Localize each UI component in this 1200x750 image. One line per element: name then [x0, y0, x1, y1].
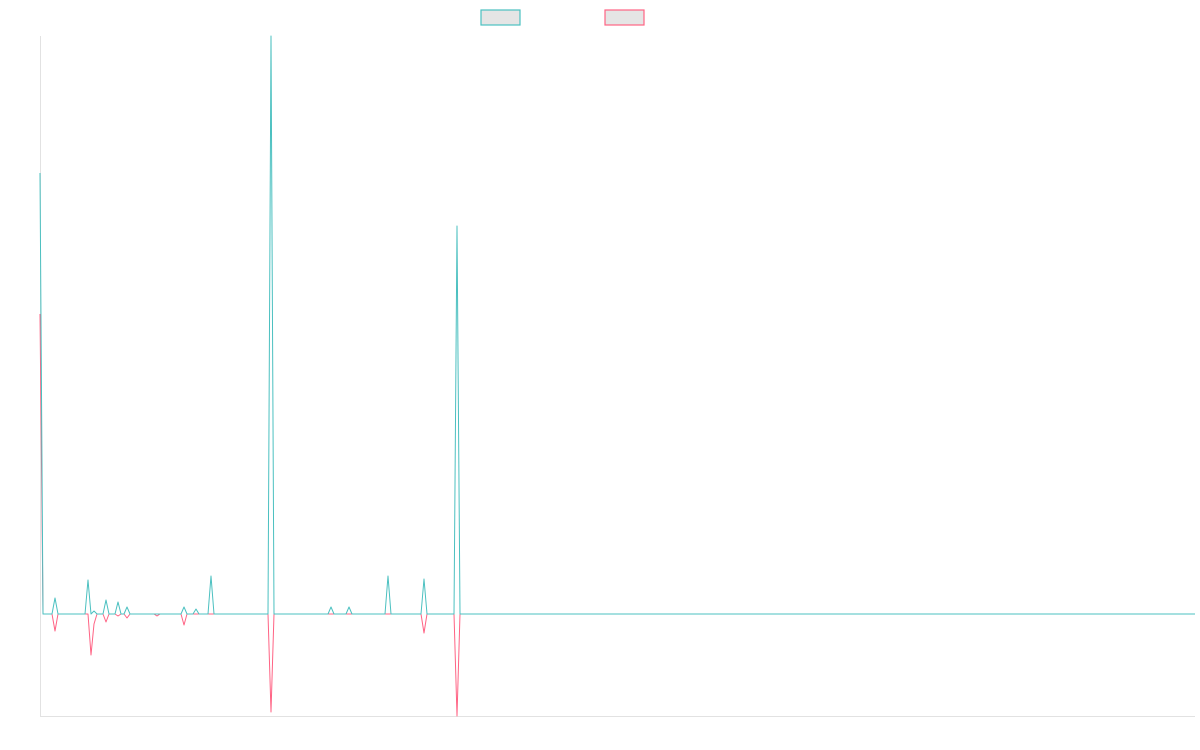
legend — [480, 9, 645, 26]
legend-swatch-2[interactable] — [604, 9, 645, 26]
plot-area — [39, 35, 1195, 717]
series-line-2 — [39, 313, 1195, 717]
series-line-1 — [39, 35, 1195, 615]
legend-swatch-1[interactable] — [480, 9, 521, 26]
